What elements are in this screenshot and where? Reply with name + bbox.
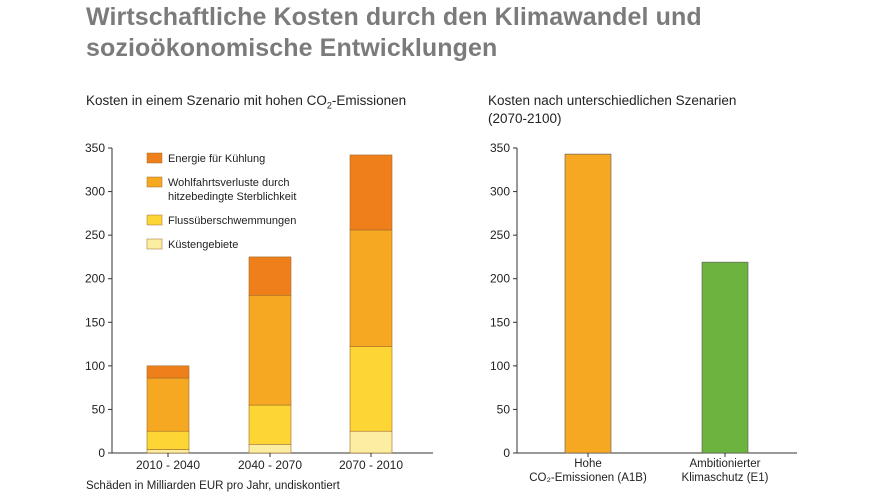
legend-label: Flussüberschwemmungen (168, 215, 296, 227)
right-y-tick-label: 250 (490, 228, 510, 242)
stacked-bar-segment (349, 229, 393, 347)
scenario-bar (701, 261, 749, 454)
stacked-bar-segment (349, 154, 393, 231)
left-y-tick-label: 100 (85, 359, 105, 373)
left-y-tick-label: 350 (85, 141, 105, 155)
legend-swatch (146, 152, 163, 164)
page-title: Wirtschaftliche Kosten durch den Klimawa… (86, 3, 702, 62)
stacked-bar-segment (349, 430, 393, 454)
legend-label: hitzebedingte Sterblichkeit (168, 191, 296, 203)
left-chart-title-suffix: -Emissionen (331, 93, 407, 108)
left-y-tick-label: 200 (85, 272, 105, 286)
legend-swatch (146, 214, 163, 226)
left-x-tick-label: 2070 - 2010 (339, 458, 403, 472)
scenario-bar (564, 153, 612, 454)
left-chart-title-subscript: 2 (326, 100, 332, 111)
right-chart-title: Kosten nach unterschiedlichen Szenarien … (488, 92, 788, 128)
right-y-tick-label: 300 (490, 185, 510, 199)
stacked-bar-segment (349, 346, 393, 432)
stacked-bar-segment (146, 365, 190, 379)
stacked-bar-segment (146, 430, 190, 450)
legend-label: Küstengebiete (168, 239, 238, 251)
stacked-bar-segment (248, 443, 292, 454)
right-chart-title-line-1: Kosten nach unterschiedlichen Szenarien (488, 93, 737, 108)
right-chart-title-line-2: (2070-2100) (488, 111, 562, 126)
right-y-tick-label: 0 (503, 446, 510, 460)
stacked-bar-segment (248, 294, 292, 406)
legend-label: Wohlfahrtsverluste durch (168, 177, 289, 189)
right-x-tick-label: Hohe (574, 458, 602, 470)
legend-label: Energie für Kühlung (168, 153, 265, 165)
right-y-tick-label: 350 (490, 141, 510, 155)
right-y-tick-label: 50 (497, 402, 511, 416)
right-y-tick-label: 100 (490, 359, 510, 373)
left-chart-title-prefix: Kosten in einem Szenario mit hohen CO (86, 93, 327, 108)
right-y-tick-label: 200 (490, 272, 510, 286)
right-x-tick-label: Klimaschutz (E1) (682, 472, 769, 484)
left-y-tick-label: 150 (85, 315, 105, 329)
stacked-bar-segment (146, 449, 190, 454)
left-y-tick-label: 300 (85, 185, 105, 199)
left-y-tick-label: 0 (98, 446, 105, 460)
left-x-tick-label: 2040 - 2070 (238, 458, 302, 472)
left-y-tick-label: 50 (92, 402, 106, 416)
footnote: Schäden in Milliarden EUR pro Jahr, undi… (86, 480, 340, 492)
left-chart-title: Kosten in einem Szenario mit hohen CO2-E… (86, 92, 406, 115)
left-y-tick-label: 250 (85, 228, 105, 242)
right-x-tick-label: CO₂-Emissionen (A1B) (529, 472, 647, 484)
stacked-bar-segment (248, 256, 292, 296)
legend-swatch (146, 176, 163, 188)
stacked-bar-segment (146, 377, 190, 432)
legend-swatch (146, 238, 163, 250)
left-x-tick-label: 2010 - 2040 (136, 458, 200, 472)
right-y-tick-label: 150 (490, 315, 510, 329)
stacked-bar-segment (248, 404, 292, 445)
right-x-tick-label: Ambitionierter (690, 458, 761, 470)
